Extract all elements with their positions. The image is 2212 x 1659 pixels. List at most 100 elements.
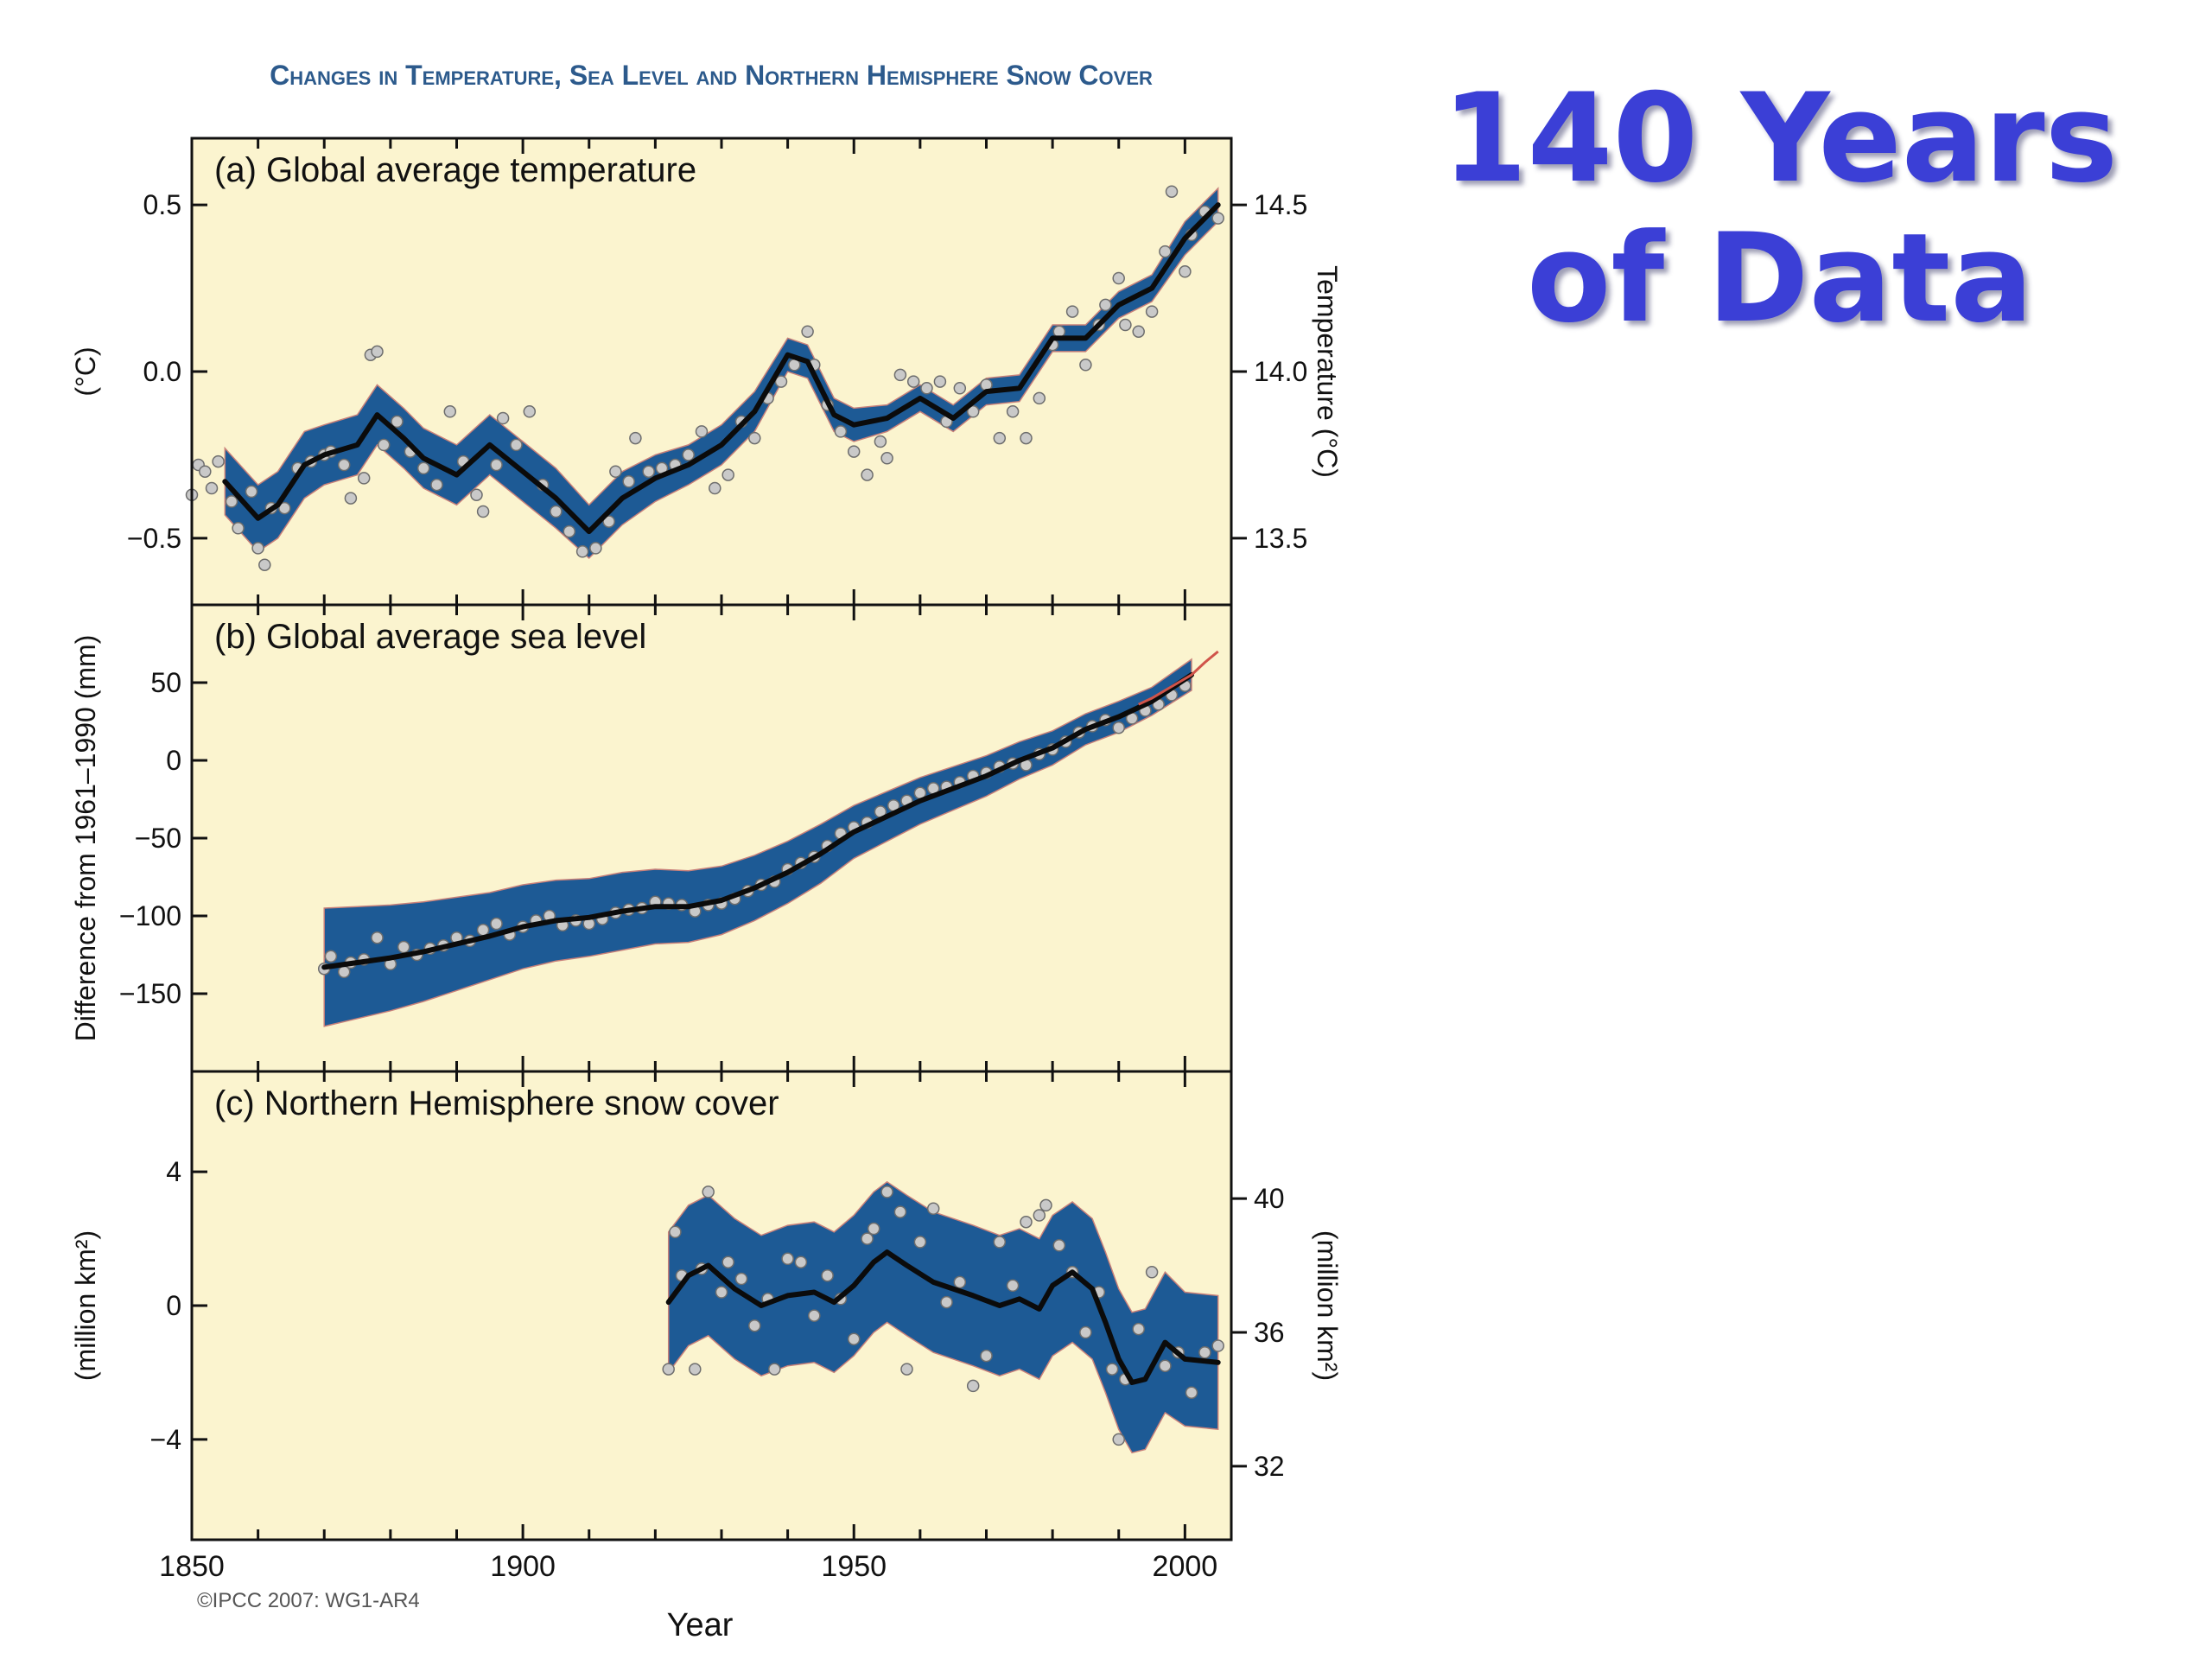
data-point [721, 1255, 734, 1268]
smoothed-line-a [222, 202, 1221, 535]
data-point [1159, 1359, 1172, 1372]
y-tick-label: 0.5 [143, 189, 181, 220]
data-point [337, 458, 351, 472]
data-point [993, 1236, 1007, 1249]
data-point [953, 1275, 967, 1289]
panel-b: −150 −100 −50 0 50 (b) Global average sea lev… [70, 603, 1233, 1073]
panel-background-a [192, 138, 1231, 605]
data-point [609, 465, 622, 478]
right-tick-label: 40 [1254, 1183, 1285, 1214]
data-point [1079, 359, 1092, 372]
data-point [801, 325, 814, 338]
data-point [490, 917, 503, 931]
data-point [397, 940, 410, 954]
data-point [874, 435, 887, 448]
panel-title-b: (b) Global average sea level [214, 618, 646, 656]
uncertainty-band-c [667, 1180, 1219, 1454]
data-point [1105, 1363, 1119, 1376]
data-point [1112, 721, 1125, 734]
y-tick-label: −4 [150, 1424, 181, 1455]
data-point [496, 411, 510, 425]
data-point [808, 1309, 821, 1322]
data-point [1159, 245, 1172, 258]
data-point [781, 1252, 794, 1266]
y-tick-label: 0 [166, 1290, 181, 1321]
x-tick-label: 1900 [490, 1550, 556, 1583]
data-point [682, 448, 695, 461]
data-point [1165, 185, 1179, 198]
data-point [906, 375, 920, 388]
data-point [748, 431, 761, 445]
data-point [1145, 1266, 1159, 1279]
data-point [1211, 1339, 1224, 1352]
data-point [258, 558, 271, 571]
data-point [847, 445, 861, 458]
data-point [629, 431, 642, 445]
data-point [642, 465, 655, 478]
right-tick-label: 36 [1254, 1317, 1285, 1348]
slide-title-line-2: of Data [1526, 207, 2034, 350]
data-point [953, 382, 967, 395]
y-tick-label: −150 [119, 978, 181, 1009]
figure-title: Changes in Temperature, Sea Level and No… [270, 60, 1153, 91]
y-axis-label-right-a: Temperature (°C) [1312, 265, 1343, 478]
data-point [900, 1363, 913, 1376]
data-point [880, 1185, 893, 1198]
data-point [1099, 298, 1112, 312]
y-axis-label-b: Difference from 1961–1990 (mm) [70, 635, 101, 1042]
data-point [861, 468, 874, 481]
data-point [1065, 305, 1079, 318]
smoothed-line-b [321, 672, 1194, 970]
data-point [377, 438, 391, 452]
data-point [715, 1286, 728, 1299]
x-tick-label: 1850 [159, 1550, 225, 1583]
data-point [470, 488, 483, 501]
data-point [966, 405, 980, 418]
y-tick-label: 0 [166, 745, 181, 776]
data-point [721, 468, 734, 481]
data-point [490, 458, 503, 472]
data-point [371, 345, 384, 359]
data-point [212, 454, 225, 468]
data-point [893, 368, 907, 382]
data-point [1033, 1209, 1046, 1222]
data-point [695, 425, 709, 438]
data-point [702, 1185, 715, 1198]
data-point [232, 522, 245, 535]
data-point [1119, 318, 1132, 332]
panel-a: −0.5 0.0 0.5 13.5 14.0 14.5 (a) Global average… [70, 137, 1343, 607]
data-point [993, 431, 1007, 445]
data-point [476, 923, 490, 937]
slide-title: 140 Years of Data [1348, 69, 2212, 349]
data-point [768, 1363, 781, 1376]
data-point [966, 1379, 980, 1393]
panel-title-a: (a) Global average temperature [214, 151, 696, 189]
data-point [1112, 271, 1125, 285]
data-point [550, 505, 563, 518]
data-point [416, 461, 430, 475]
data-point [589, 542, 602, 555]
y-axis-label-right-c: (million km²) [1312, 1230, 1343, 1381]
data-point [662, 1363, 675, 1376]
data-point [575, 545, 589, 558]
figure-credit: ©IPCC 2007: WG1-AR4 [197, 1589, 420, 1612]
data-point [443, 405, 457, 418]
data-point [1052, 325, 1066, 338]
data-point [794, 1255, 808, 1268]
data-point [430, 478, 443, 492]
data-point [476, 505, 490, 518]
data-point [510, 438, 523, 452]
data-point [867, 1222, 880, 1236]
data-point [847, 1332, 861, 1345]
data-point [1112, 1433, 1125, 1446]
data-point [523, 405, 537, 418]
data-point [893, 1205, 907, 1218]
data-point [1132, 325, 1145, 338]
y-tick-label: 0.0 [143, 356, 181, 387]
panel-title-c: (c) Northern Hemisphere snow cover [214, 1084, 779, 1122]
chart-panels: −0.5 0.0 0.5 13.5 14.0 14.5 (a) Global average… [70, 137, 1343, 1583]
data-point [602, 515, 615, 528]
data-point [821, 1268, 834, 1282]
data-point [748, 1319, 761, 1332]
right-tick-label: 32 [1254, 1451, 1285, 1482]
